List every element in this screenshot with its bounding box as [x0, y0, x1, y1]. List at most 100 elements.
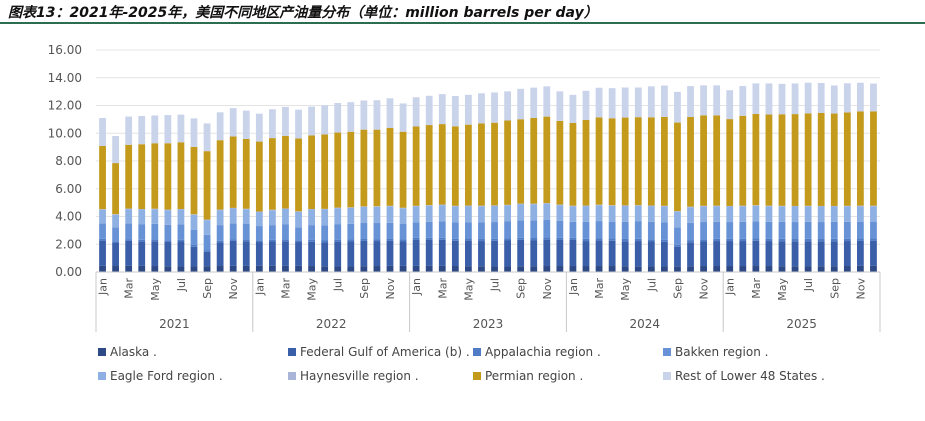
bar-segment-1 — [765, 241, 773, 267]
legend-label: Eagle Ford region . — [110, 369, 223, 383]
bar-segment-0 — [595, 266, 603, 272]
bar-segment-4 — [543, 203, 551, 220]
bar-segment-3 — [177, 224, 185, 240]
bar-segment-3 — [478, 222, 485, 239]
bar-segment-3 — [151, 223, 159, 240]
bar-segment-0 — [255, 265, 263, 272]
bar-segment-6 — [216, 140, 224, 210]
bar-segment-0 — [373, 266, 381, 272]
bar-segment-7 — [817, 83, 825, 113]
bar-segment-3 — [190, 229, 198, 245]
bar-segment-7 — [504, 91, 511, 121]
bar-segment-2 — [491, 238, 498, 241]
legend-item: Federal Gulf of America (b) . — [288, 345, 470, 359]
bar-segment-4 — [99, 209, 106, 224]
month-tick-label: Nov — [698, 278, 711, 300]
bar-segment-7 — [190, 118, 198, 147]
bar-segment-7 — [425, 95, 433, 126]
bar-segment-1 — [151, 241, 159, 267]
bar-segment-1 — [269, 241, 276, 266]
bar-segment-6 — [804, 113, 812, 206]
bar-segment-0 — [99, 265, 106, 272]
bar-segment-2 — [778, 238, 786, 242]
bar-segment-5 — [203, 219, 211, 221]
bar-segment-0 — [517, 266, 525, 272]
bar-segment-0 — [791, 266, 799, 272]
bar-segment-4 — [334, 208, 342, 225]
bar-segment-5 — [478, 205, 485, 207]
bar-segment-1 — [700, 241, 707, 267]
bar-segment-0 — [504, 266, 511, 272]
stacked-bar-chart: 0.00 2.00 4.00 6.00 8.00 10.00 12.00 14.00 16.00… — [48, 43, 881, 332]
bar-segment-4 — [451, 206, 459, 223]
bar-segment-0 — [582, 266, 590, 272]
bar-segment-0 — [857, 265, 864, 272]
bar-segment-2 — [791, 238, 799, 242]
bar-segment-1 — [438, 239, 446, 266]
bar-segment-7 — [347, 102, 355, 132]
bar-segment-3 — [556, 220, 564, 238]
bar-segment-7 — [308, 106, 315, 136]
bar-segment-5 — [425, 205, 433, 206]
bar-segment-2 — [425, 237, 433, 240]
bar-segment-4 — [412, 206, 420, 223]
legend-label: Bakken region . — [675, 345, 769, 359]
bar-segment-4 — [255, 212, 263, 227]
year-label: 2024 — [630, 317, 661, 331]
bar-segment-0 — [817, 266, 825, 272]
month-tick-label: May — [306, 278, 319, 301]
bar-segment-7 — [569, 94, 577, 123]
bar-segment-4 — [151, 209, 159, 224]
bar-segment-6 — [726, 119, 734, 206]
bar-segment-6 — [556, 120, 564, 205]
bar-segment-6 — [347, 131, 355, 208]
bar-segment-2 — [177, 239, 185, 242]
bar-segment-6 — [125, 144, 133, 209]
bar-segment-6 — [177, 142, 185, 210]
bar-segment-4 — [229, 208, 237, 224]
month-tick-label: Mar — [593, 278, 606, 299]
legend-item: Rest of Lower 48 States . — [663, 369, 825, 383]
bar-segment-7 — [151, 115, 159, 144]
month-tick-label: Mar — [750, 278, 763, 299]
bar-segment-1 — [647, 241, 655, 267]
bar-segment-2 — [870, 238, 877, 241]
bar-segment-4 — [713, 206, 721, 222]
bar-segment-5 — [674, 211, 681, 212]
year-label: 2021 — [159, 317, 190, 331]
bar-segment-4 — [556, 205, 564, 221]
bar-segment-2 — [530, 238, 538, 241]
bar-segment-4 — [817, 206, 825, 223]
bar-segment-7 — [465, 94, 472, 125]
bar-segment-5 — [517, 203, 525, 205]
bar-segment-6 — [282, 135, 289, 209]
bar-segment-6 — [229, 136, 237, 208]
bar-segment-6 — [321, 134, 329, 209]
bar-segment-5 — [661, 205, 668, 207]
bar-segment-1 — [817, 241, 825, 267]
bar-segment-4 — [269, 210, 276, 226]
bar-segment-1 — [334, 241, 342, 267]
bar-segment-2 — [843, 238, 851, 242]
bar-segment-2 — [465, 238, 472, 241]
bar-segment-2 — [634, 238, 642, 242]
bar-segment-7 — [255, 113, 263, 142]
legend-item: Permian region . — [473, 369, 583, 383]
month-tick-label: May — [776, 278, 789, 301]
bar-segment-1 — [778, 241, 786, 267]
bar-segment-4 — [739, 206, 747, 222]
bar-segment-3 — [739, 221, 747, 239]
bar-segment-2 — [726, 238, 734, 242]
bar-segment-0 — [386, 265, 394, 272]
bar-segment-4 — [595, 205, 603, 222]
month-tick-label: Sep — [671, 278, 684, 299]
bar-segment-2 — [765, 238, 773, 242]
bar-segment-2 — [164, 240, 172, 243]
bar-segment-2 — [687, 240, 694, 243]
bar-segment-5 — [242, 208, 250, 210]
bar-segment-6 — [190, 146, 198, 215]
bar-segment-5 — [282, 208, 289, 210]
bar-segment-6 — [478, 123, 485, 206]
bar-segment-1 — [582, 241, 590, 267]
bar-segment-2 — [321, 240, 329, 243]
